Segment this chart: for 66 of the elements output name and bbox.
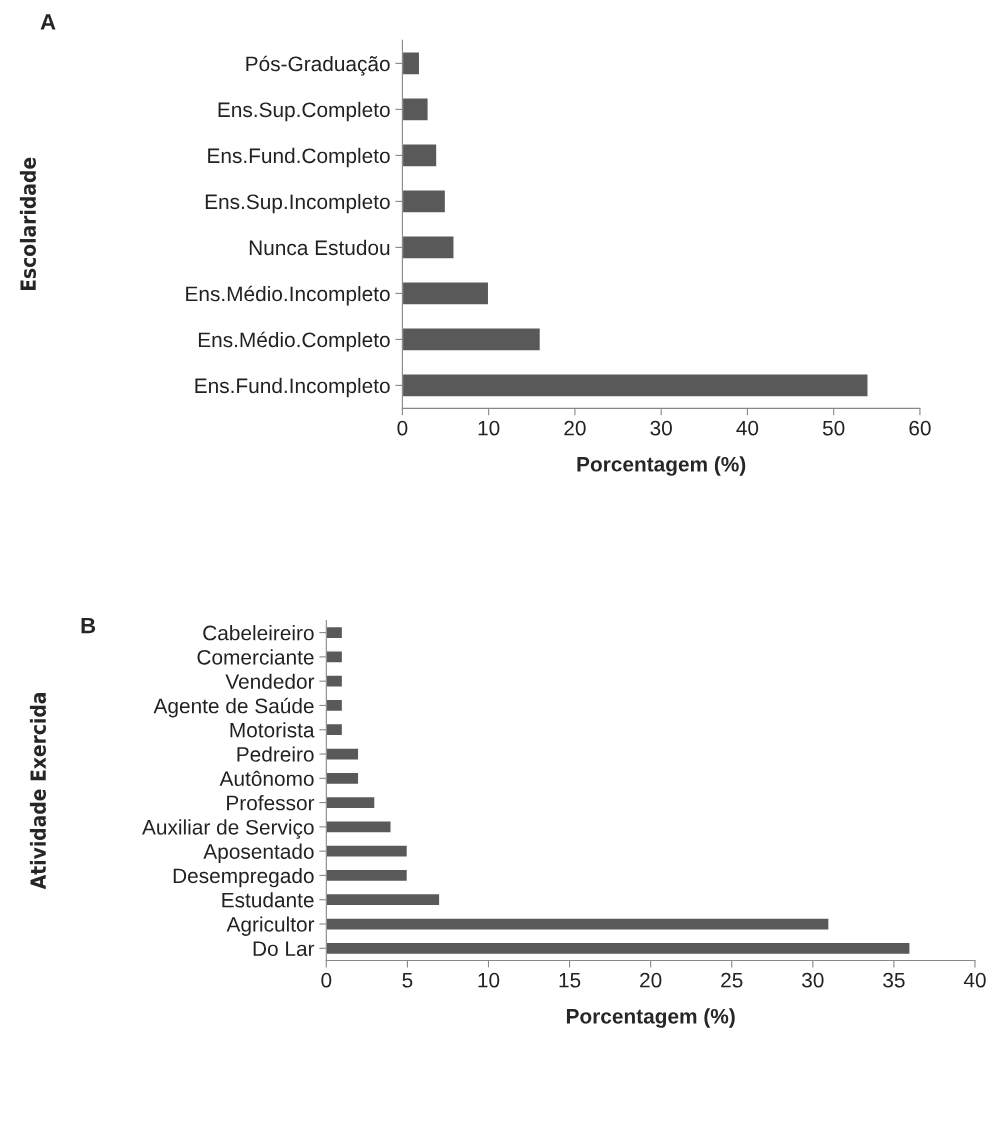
bar — [402, 235, 455, 260]
x-tick-label: 20 — [564, 420, 586, 436]
x-tick-label: 40 — [736, 420, 759, 436]
y-axis-title: Escolaridade — [19, 157, 36, 291]
y-tick-label: Ens.Médio.Incompleto — [186, 285, 390, 306]
x-tick-label: 60 — [909, 420, 931, 436]
y-tick-label: Pós-Graduação — [246, 55, 390, 76]
x-tick-label: 50 — [822, 420, 845, 436]
bar — [326, 674, 344, 688]
y-tick-label: Motorista — [230, 722, 315, 738]
y-tick-label: Estudante — [222, 892, 314, 908]
y-tick-label: Comerciante — [197, 649, 314, 665]
bar — [326, 625, 344, 640]
bar — [326, 722, 344, 737]
y-tick-label: Agente de Saúde — [153, 697, 314, 718]
bar — [326, 650, 344, 664]
x-tick-label: 30 — [650, 420, 672, 436]
bar — [326, 917, 830, 931]
bar — [402, 281, 490, 306]
x-tick-label: 35 — [883, 972, 905, 988]
x-tick-label: 10 — [478, 420, 500, 436]
y-tick-label: Ens.Sup.Incompleto — [205, 193, 390, 214]
y-tick-label: Do Lar — [253, 941, 315, 957]
bar — [402, 97, 429, 122]
bar — [402, 143, 438, 168]
x-tick-label: 15 — [559, 973, 581, 988]
bar — [326, 941, 911, 956]
bar — [326, 820, 392, 834]
bar — [326, 698, 344, 713]
y-tick-label: Ens.Fund.Completo — [208, 147, 390, 168]
x-tick-label: 40 — [963, 972, 986, 988]
bar — [402, 51, 421, 76]
text: A — [40, 14, 56, 30]
x-axis-title: Porcentagem (%) — [566, 1008, 735, 1028]
y-tick-label: Cabeleireiro — [203, 625, 314, 641]
y-tick-label: Aposentado — [203, 843, 314, 864]
bar — [326, 868, 409, 883]
y-tick-label: Vendedor — [225, 673, 315, 689]
y-tick-label: Nunca Estudou — [249, 239, 390, 256]
y-tick-label: Ens.Fund.Incompleto — [195, 377, 390, 398]
y-tick-label: Desempregado — [173, 867, 314, 888]
bar — [326, 747, 360, 761]
text: B — [81, 617, 96, 634]
bar — [402, 373, 869, 398]
y-tick-label: Ens.Médio.Completo — [198, 331, 390, 352]
bar — [402, 189, 447, 214]
y-tick-label: Pedreiro — [237, 746, 314, 762]
x-tick-label: 20 — [640, 972, 662, 988]
x-tick-label: 10 — [478, 972, 500, 988]
x-tick-label: 25 — [721, 972, 743, 988]
bar — [326, 771, 360, 786]
x-tick-label: 0 — [321, 972, 332, 988]
y-tick-label: Agricultor — [226, 916, 315, 936]
x-axis-title: Porcentagem (%) — [577, 456, 746, 476]
y-tick-label: Professor — [227, 795, 315, 811]
bar — [326, 844, 409, 858]
y-tick-label: Autônomo — [219, 770, 314, 787]
y-tick-label: Ens.Sup.Completo — [218, 101, 390, 122]
y-tick-label: Auxiliar de Serviço — [142, 819, 314, 839]
bar — [402, 327, 542, 352]
x-tick-label: 30 — [802, 972, 824, 988]
x-tick-label: 5 — [402, 973, 413, 988]
bar — [326, 892, 441, 907]
bar — [326, 795, 376, 810]
y-axis-title: Atividade Exercida — [29, 693, 47, 890]
x-tick-label: 0 — [397, 420, 408, 436]
